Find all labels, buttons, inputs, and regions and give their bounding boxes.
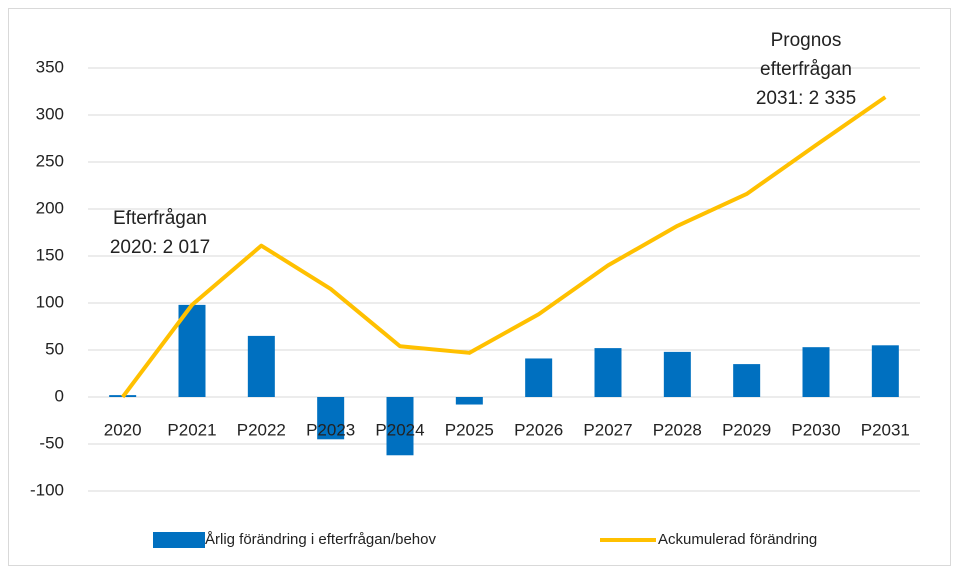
y-tick-label: 200 [36, 198, 64, 217]
bar [247, 335, 275, 397]
bar [317, 397, 345, 440]
legend-label: Ackumulerad förändring [658, 531, 817, 548]
x-tick-label: P2031 [861, 420, 910, 439]
bar [663, 351, 691, 397]
bar [733, 364, 761, 397]
y-tick-label: 350 [36, 57, 64, 76]
annotation: Efterfrågan [113, 208, 207, 229]
x-tick-label: P2029 [722, 420, 771, 439]
y-tick-label: 250 [36, 151, 64, 170]
y-tick-label: 300 [36, 104, 64, 123]
x-tick-label: P2024 [375, 420, 424, 439]
y-tick-label: 0 [55, 386, 64, 405]
bar [594, 348, 622, 397]
x-tick-label: P2030 [791, 420, 840, 439]
x-tick-label: P2028 [653, 420, 702, 439]
x-tick-label: P2022 [237, 420, 286, 439]
x-tick-label: P2027 [583, 420, 632, 439]
bar [525, 358, 553, 397]
annotation: 2020: 2 017 [110, 237, 210, 258]
line-series [121, 95, 887, 399]
y-tick-label: 50 [45, 339, 64, 358]
y-tick-label: 150 [36, 245, 64, 264]
annotation: efterfrågan [760, 59, 852, 80]
y-tick-label: -100 [30, 480, 64, 499]
annotation: 2031: 2 335 [756, 88, 856, 109]
x-tick-label: 2020 [104, 420, 142, 439]
bar [178, 304, 206, 397]
bar [386, 397, 414, 456]
x-tick-label: P2023 [306, 420, 355, 439]
bar [455, 397, 483, 405]
y-tick-label: 100 [36, 292, 64, 311]
legend-swatch [153, 532, 205, 548]
annotation: Prognos [771, 30, 842, 51]
bar [802, 347, 830, 397]
chart-border [8, 8, 951, 566]
x-tick-label: P2021 [167, 420, 216, 439]
x-tick-label: P2025 [445, 420, 494, 439]
x-tick-label: P2026 [514, 420, 563, 439]
legend-label: Årlig förändring i efterfrågan/behov [205, 531, 436, 548]
bar [871, 345, 899, 397]
y-tick-label: -50 [39, 433, 64, 452]
